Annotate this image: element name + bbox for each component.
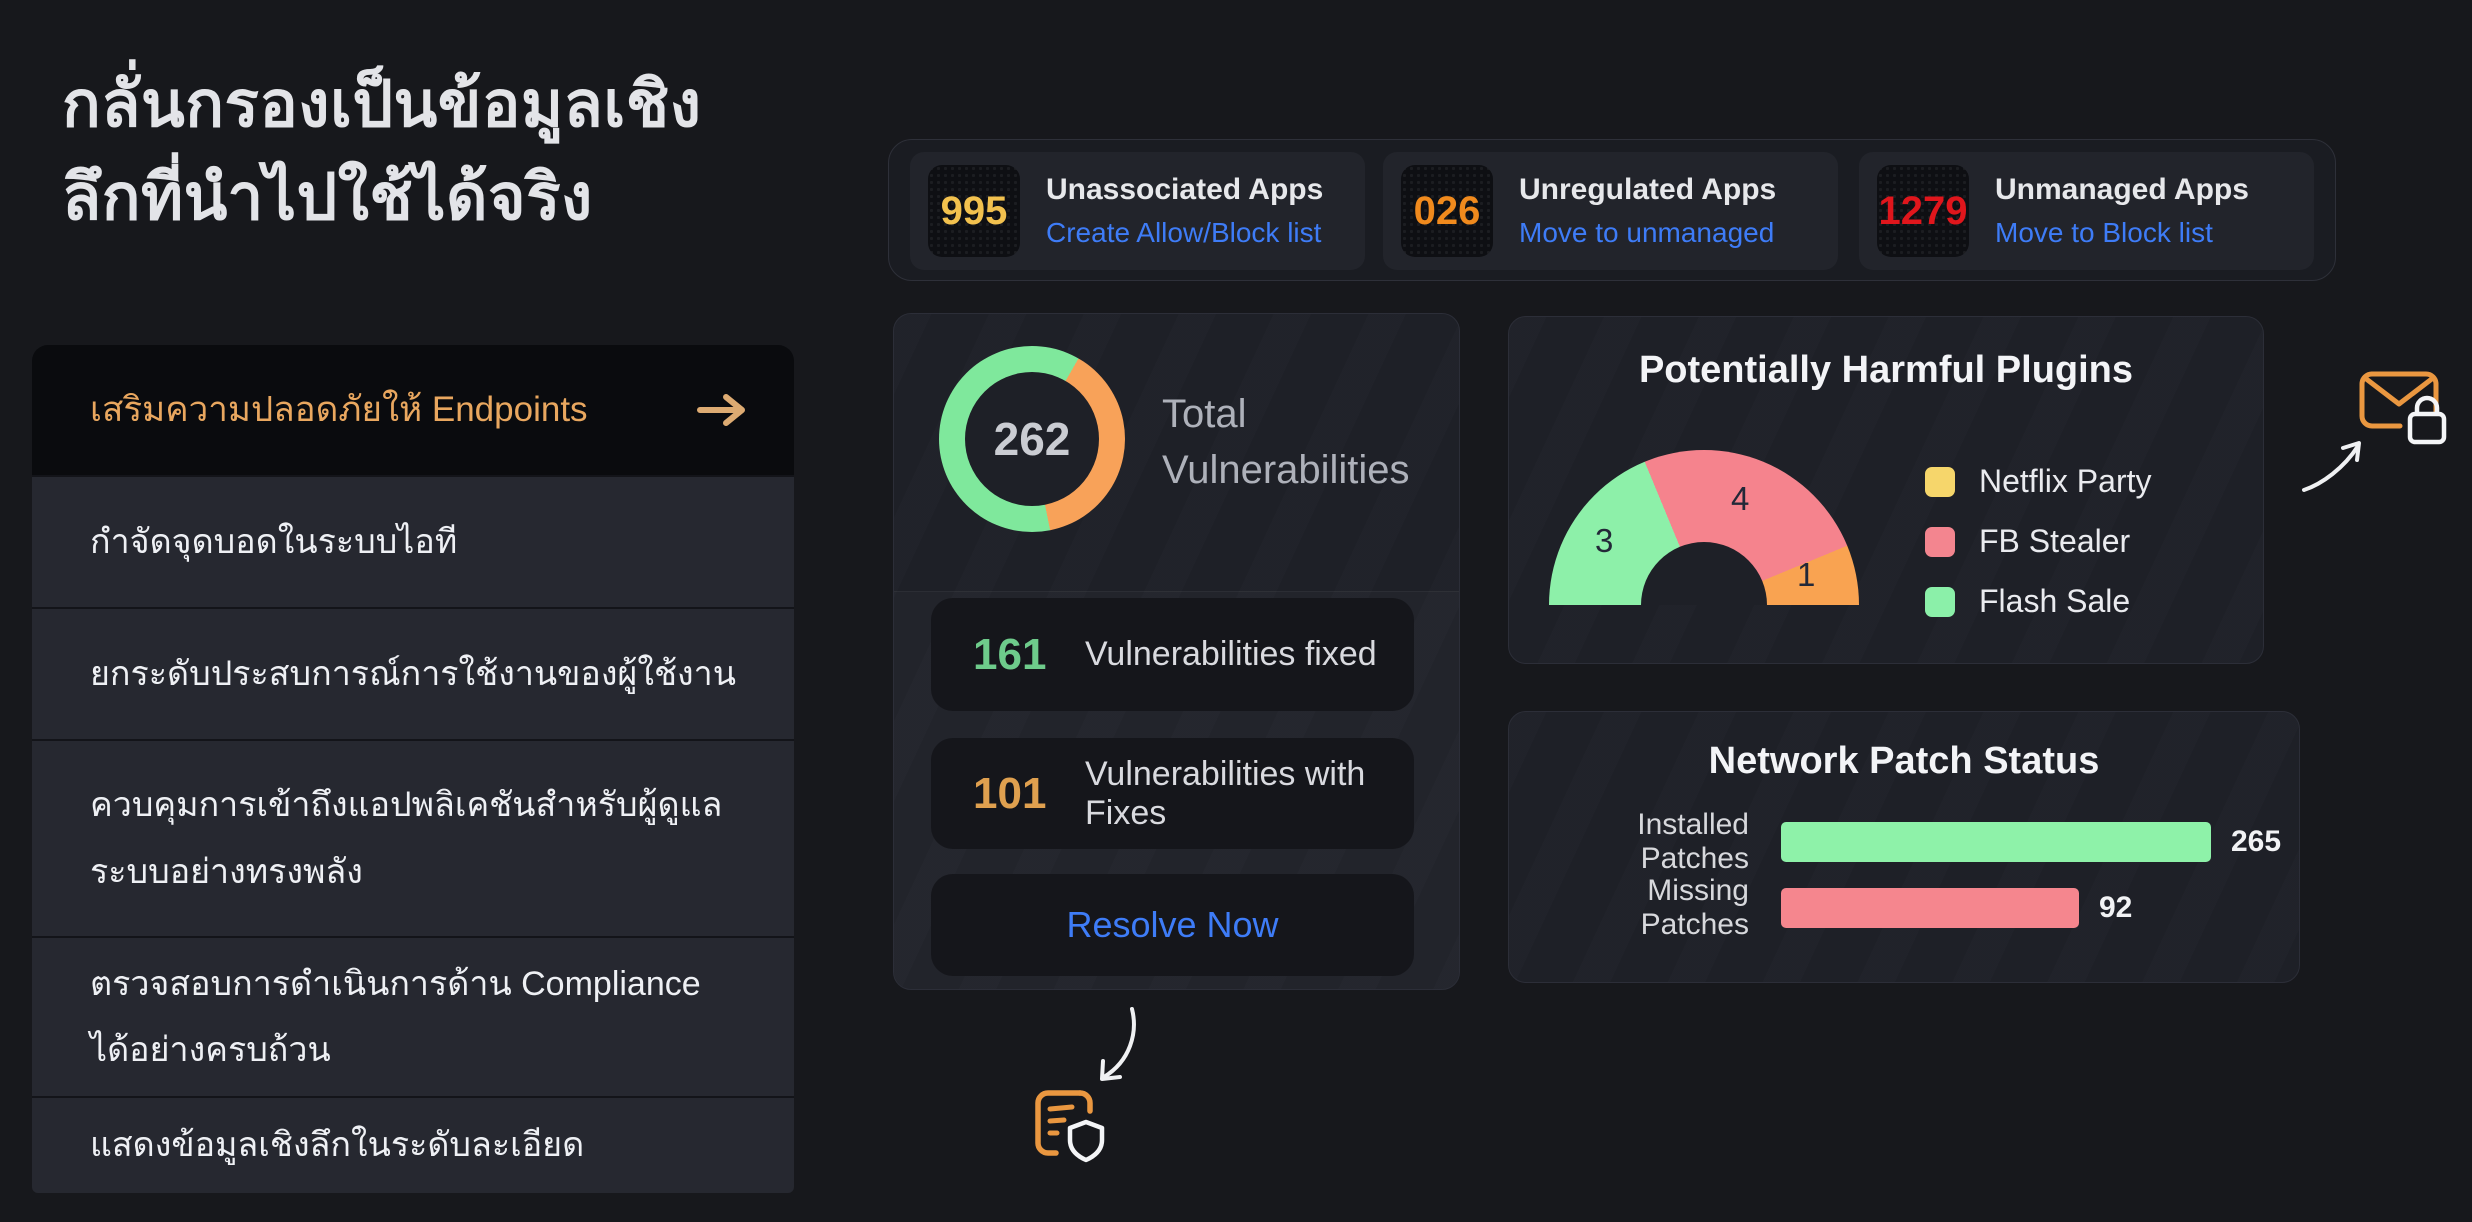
installed-patches-value: 265 xyxy=(2231,825,2282,858)
vulnerabilities-fixed-row: 161 Vulnerabilities fixed xyxy=(931,598,1414,711)
legend-label: FB Stealer xyxy=(1979,523,2131,559)
vulnerabilities-with-fixes-row: 101 Vulnerabilities with Fixes xyxy=(931,738,1414,849)
vulnerabilities-with-fixes-label: Vulnerabilities with Fixes xyxy=(1085,754,1366,832)
curved-arrow-up-icon xyxy=(2300,436,2372,496)
harmful-plugins-gauge: 3 4 1 xyxy=(1549,450,1859,605)
missing-patches-bar xyxy=(1781,888,2079,928)
total-vulnerabilities-count: 262 xyxy=(965,372,1099,506)
resolve-now-label: Resolve Now xyxy=(1066,904,1279,945)
legend-swatch-netflix-party xyxy=(1925,466,1955,497)
harmful-plugins-card: Potentially Harmful Plugins 3 4 1 Netfli… xyxy=(1508,316,2264,664)
stat-card-unregulated-apps: 026 Unregulated Apps Move to unmanaged xyxy=(1383,152,1838,270)
missing-patches-value: 92 xyxy=(2099,891,2133,924)
legend-item-flash-sale: Flash Sale xyxy=(1925,583,2151,620)
missing-patches-row: Missing Patches 92 xyxy=(1544,874,2279,941)
sidebar-item-label: ควบคุมการเข้าถึงแอปพลิเคชันสำหรับผู้ดูแล… xyxy=(90,786,723,891)
page-title-line2: ลึกที่นำไปใช้ได้จริง xyxy=(62,160,593,233)
sidebar-item-label: แสดงข้อมูลเชิงลึกในระดับละเอียด xyxy=(90,1126,585,1165)
harmful-plugins-legend: Netflix Party FB Stealer Flash Sale xyxy=(1925,463,2151,620)
stat-card-unmanaged-apps: 1279 Unmanaged Apps Move to Block list xyxy=(1859,152,2314,270)
network-patch-status-card: Network Patch Status Installed Patches 2… xyxy=(1508,711,2300,983)
sidebar-item-compliance[interactable]: ตรวจสอบการดำเนินการด้าน Compliance ได้อย… xyxy=(32,936,794,1096)
gauge-value-fb-stealer: 4 xyxy=(1731,480,1750,517)
stat-card-unassociated-apps: 995 Unassociated Apps Create Allow/Block… xyxy=(910,152,1365,270)
secure-email-icon xyxy=(2358,368,2450,454)
shield-icon xyxy=(1067,1119,1105,1163)
vulnerabilities-fixed-label: Vulnerabilities fixed xyxy=(1085,635,1377,673)
sidebar-item-detailed-insights[interactable]: แสดงข้อมูลเชิงลึกในระดับละเอียด xyxy=(32,1096,794,1193)
harmful-plugins-title: Potentially Harmful Plugins xyxy=(1638,349,2134,391)
move-to-unmanaged-link[interactable]: Move to unmanaged xyxy=(1519,217,1775,248)
installed-patches-label: Installed Patches xyxy=(1637,808,1749,875)
stat-value-badge: 995 xyxy=(928,165,1020,257)
move-to-block-list-link[interactable]: Move to Block list xyxy=(1995,217,2213,248)
total-vulnerabilities-card: 262 Total Vulnerabilities 161 Vulnerabil… xyxy=(893,313,1460,990)
feature-menu: เสริมความปลอดภัยให้ Endpoints กำจัดจุดบอ… xyxy=(32,345,794,1193)
stat-title: Unmanaged Apps xyxy=(1995,173,2249,206)
sidebar-item-user-experience[interactable]: ยกระดับประสบการณ์การใช้งานของผู้ใช้งาน xyxy=(32,607,794,739)
missing-patches-label: Missing Patches xyxy=(1640,874,1749,941)
sidebar-item-label: ตรวจสอบการดำเนินการด้าน Compliance ได้อย… xyxy=(90,964,701,1069)
network-patch-status-title: Network Patch Status xyxy=(1708,740,2100,782)
stat-value-badge: 1279 xyxy=(1877,165,1969,257)
stat-value-badge: 026 xyxy=(1401,165,1493,257)
arrow-right-icon xyxy=(696,391,748,429)
gauge-value-flash-sale: 3 xyxy=(1595,522,1614,559)
sidebar-item-it-blindspots[interactable]: กำจัดจุดบอดในระบบไอที xyxy=(32,475,794,607)
installed-patches-row: Installed Patches 265 xyxy=(1544,808,2282,875)
gauge-value-netflix-party: 1 xyxy=(1797,556,1816,593)
legend-label: Flash Sale xyxy=(1979,583,2131,619)
legend-label: Netflix Party xyxy=(1979,463,2152,499)
document-shield-icon xyxy=(1030,1088,1114,1168)
sidebar-item-label: กำจัดจุดบอดในระบบไอที xyxy=(90,522,458,561)
legend-item-netflix-party: Netflix Party xyxy=(1925,463,2151,500)
sidebar-item-endpoint-security[interactable]: เสริมความปลอดภัยให้ Endpoints xyxy=(32,345,794,475)
create-allow-block-list-link[interactable]: Create Allow/Block list xyxy=(1046,217,1322,248)
sidebar-item-label: เสริมความปลอดภัยให้ Endpoints xyxy=(90,389,588,429)
legend-swatch-flash-sale xyxy=(1925,586,1955,617)
total-vulnerabilities-label: Total Vulnerabilities xyxy=(1162,392,1410,492)
resolve-now-button[interactable]: Resolve Now xyxy=(931,874,1414,976)
sidebar-item-app-access-control[interactable]: ควบคุมการเข้าถึงแอปพลิเคชันสำหรับผู้ดูแล… xyxy=(32,739,794,936)
legend-swatch-fb-stealer xyxy=(1925,526,1955,557)
page-title-line1: กลั่นกรองเป็นข้อมูลเชิง xyxy=(62,68,702,140)
vulnerabilities-summary-section: 262 Total Vulnerabilities xyxy=(894,314,1459,592)
apps-stats-bar: 995 Unassociated Apps Create Allow/Block… xyxy=(888,139,2336,281)
legend-item-fb-stealer: FB Stealer xyxy=(1925,523,2151,560)
vulnerabilities-with-fixes-count: 101 xyxy=(973,768,1047,818)
lock-icon xyxy=(2407,395,2447,445)
stat-title: Unregulated Apps xyxy=(1519,173,1777,206)
total-vulnerabilities-donut: 262 xyxy=(939,346,1125,532)
stat-title: Unassociated Apps xyxy=(1046,173,1324,206)
page-title: กลั่นกรองเป็นข้อมูลเชิง ลึกที่นำไปใช้ได้… xyxy=(62,58,822,244)
vulnerabilities-fixed-count: 161 xyxy=(973,629,1047,679)
curved-arrow-down-icon xyxy=(1090,1005,1146,1087)
installed-patches-bar xyxy=(1781,822,2211,862)
sidebar-item-label: ยกระดับประสบการณ์การใช้งานของผู้ใช้งาน xyxy=(90,654,736,693)
